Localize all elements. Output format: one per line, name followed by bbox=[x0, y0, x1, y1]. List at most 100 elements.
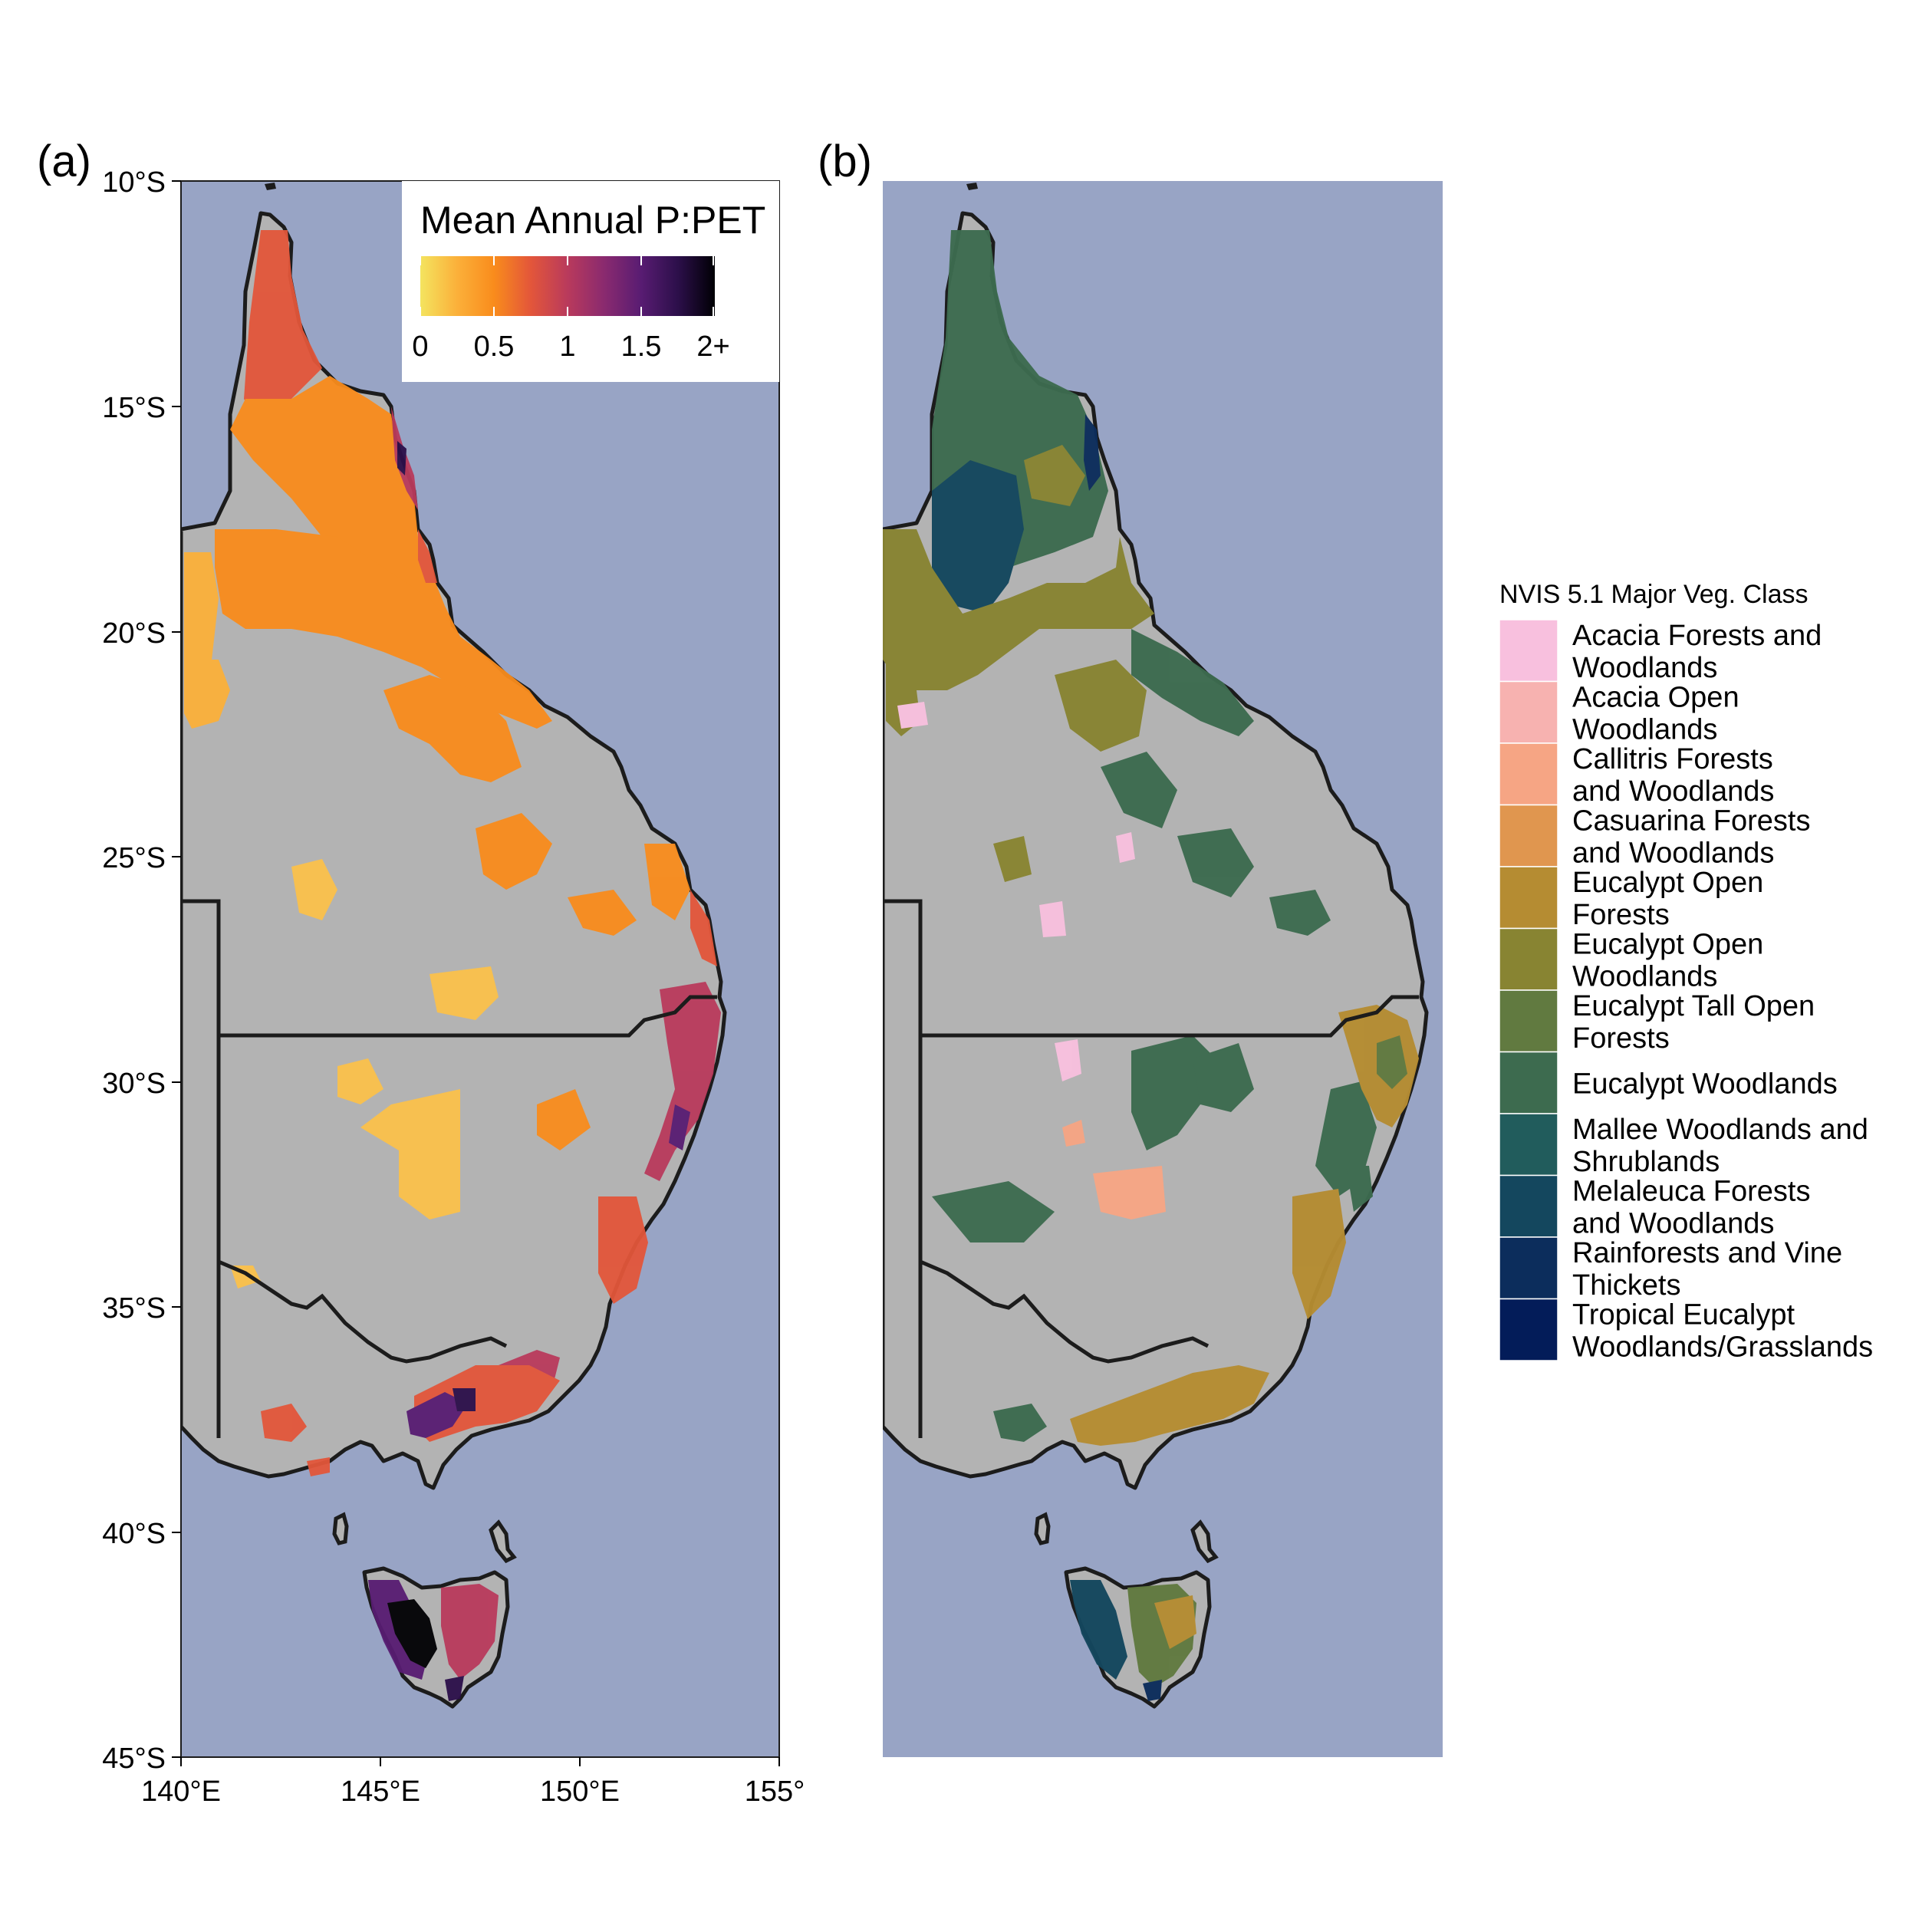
panel-a-y-axis bbox=[172, 180, 181, 1758]
legend-item-label: Casuarina Forests and Woodlands bbox=[1572, 805, 1810, 870]
ppet-patch bbox=[476, 813, 552, 890]
panel-a-state-borders bbox=[181, 899, 717, 1438]
colorbar-label: 1.5 bbox=[621, 331, 662, 363]
colorbar-label: 1 bbox=[559, 331, 575, 363]
legend-swatch bbox=[1499, 804, 1558, 867]
ppet-patch bbox=[387, 1599, 437, 1668]
ppet-patch bbox=[644, 982, 721, 1181]
legend-item-label: Acacia Open Woodlands bbox=[1572, 682, 1739, 746]
ppet-patch bbox=[230, 376, 460, 637]
panel-b-state-borders bbox=[883, 899, 1419, 1438]
veg-patch bbox=[1024, 445, 1085, 506]
legend-swatch bbox=[1499, 1051, 1558, 1114]
ppet-patch bbox=[418, 529, 437, 583]
panel-b-island bbox=[1034, 1512, 1051, 1545]
legend-swatch bbox=[1499, 1113, 1558, 1177]
legend-swatch bbox=[1499, 989, 1558, 1053]
ppet-patch bbox=[669, 1104, 690, 1150]
veg-patch bbox=[1062, 1120, 1085, 1147]
legend-item-label: Eucalypt Open Forests bbox=[1572, 867, 1763, 931]
y-tick-label: 45°S bbox=[102, 1743, 166, 1775]
panel-b: (b) bbox=[818, 137, 1873, 1757]
legend-item-label: Melaleuca Forests and Woodlands bbox=[1572, 1176, 1810, 1240]
state-border bbox=[181, 899, 221, 1438]
colorbar-label: 0.5 bbox=[474, 331, 515, 363]
ppet-patch bbox=[430, 966, 499, 1020]
ppet-patch bbox=[406, 1392, 468, 1438]
panel-a-island bbox=[265, 183, 276, 190]
panel-a-x-axis bbox=[180, 1757, 780, 1766]
panel-a-island bbox=[332, 1512, 349, 1545]
veg-patch bbox=[1131, 629, 1254, 736]
legend-item-label: Eucalypt Woodlands bbox=[1572, 1068, 1838, 1101]
veg-patch bbox=[1070, 1580, 1127, 1680]
legend-item-label: Eucalypt Open Woodlands bbox=[1572, 929, 1763, 993]
colorbar-label: 2+ bbox=[696, 331, 729, 363]
veg-patch bbox=[897, 702, 928, 729]
y-tick-label: 25°S bbox=[102, 842, 166, 874]
veg-patch bbox=[1084, 414, 1101, 491]
panel-a-x-tick-labels: 140°E 145°E 150°E 155° bbox=[141, 1776, 805, 1808]
panel-a-mainland bbox=[181, 211, 727, 1490]
veg-patch bbox=[993, 1404, 1047, 1442]
veg-patch bbox=[1346, 1166, 1373, 1212]
ppet-patch bbox=[244, 230, 322, 430]
veg-patch bbox=[1039, 901, 1066, 937]
ppet-patch bbox=[307, 1457, 330, 1476]
y-tick-label: 20°S bbox=[102, 617, 166, 650]
panel-a: (a) bbox=[37, 137, 805, 1808]
colorbar-ticks bbox=[420, 256, 714, 316]
legend-item-label: Tropical Eucalypt Woodlands/Grasslands bbox=[1572, 1299, 1873, 1364]
veg-patch bbox=[1193, 1043, 1254, 1112]
veg-patch bbox=[1292, 1189, 1346, 1319]
state-border bbox=[219, 995, 717, 1038]
veg-patch bbox=[1116, 832, 1135, 863]
ppet-patch bbox=[383, 675, 522, 782]
legend-title: NVIS 5.1 Major Veg. Class bbox=[1499, 580, 1809, 609]
veg-patch bbox=[993, 836, 1032, 882]
veg-patch bbox=[1093, 1166, 1166, 1219]
panel-b-veg-patches bbox=[883, 230, 1419, 1701]
veg-patch bbox=[932, 1181, 1055, 1242]
legend-item-label: Acacia Forests and Woodlands bbox=[1572, 620, 1822, 684]
veg-patch bbox=[1070, 1365, 1269, 1446]
veg-patch bbox=[1269, 890, 1331, 936]
veg-patch bbox=[883, 529, 1154, 690]
ppet-patch bbox=[360, 1089, 460, 1219]
legend-swatch bbox=[1499, 680, 1558, 744]
panel-b-island bbox=[966, 183, 978, 190]
x-tick-label: 150°E bbox=[540, 1776, 620, 1808]
veg-patch bbox=[1154, 1595, 1196, 1649]
colorbar bbox=[420, 256, 715, 316]
panel-b-map bbox=[883, 183, 1429, 1709]
panel-b-legend: NVIS 5.1 Major Veg. Class Acacia Forests… bbox=[1499, 580, 1873, 1364]
veg-patch bbox=[1143, 1680, 1162, 1701]
ppet-patch bbox=[397, 441, 406, 476]
legend-item-label: Mallee Woodlands and Shrublands bbox=[1572, 1114, 1868, 1178]
legend-swatch bbox=[1499, 1174, 1558, 1238]
legend-item-label: Callitris Forests and Woodlands bbox=[1572, 743, 1774, 808]
x-tick-label: 145°E bbox=[341, 1776, 420, 1808]
legend-swatch bbox=[1499, 927, 1558, 991]
state-border bbox=[883, 899, 923, 1438]
state-border bbox=[218, 1259, 508, 1364]
ppet-patch bbox=[445, 1676, 464, 1701]
colorbar-labels: 0 0.5 1 1.5 2+ bbox=[412, 331, 729, 363]
veg-patch bbox=[1177, 828, 1254, 897]
y-tick-label: 40°S bbox=[102, 1518, 166, 1550]
veg-patch bbox=[1101, 752, 1177, 828]
ppet-patch bbox=[184, 660, 230, 729]
veg-patch bbox=[1377, 1035, 1407, 1089]
legend-swatch bbox=[1499, 619, 1558, 683]
panel-a-data-patches bbox=[184, 230, 721, 1701]
ppet-patch bbox=[644, 844, 690, 920]
panel-b-label: (b) bbox=[818, 137, 872, 186]
legend-swatch bbox=[1499, 742, 1558, 806]
panel-a-legend: Mean Annual P:PET 0 0.5 1 1.5 2+ bbox=[402, 181, 779, 382]
ppet-patch bbox=[453, 1388, 476, 1411]
veg-patch bbox=[1055, 1039, 1081, 1081]
ppet-patch bbox=[690, 890, 717, 966]
ppet-patch bbox=[291, 859, 337, 920]
